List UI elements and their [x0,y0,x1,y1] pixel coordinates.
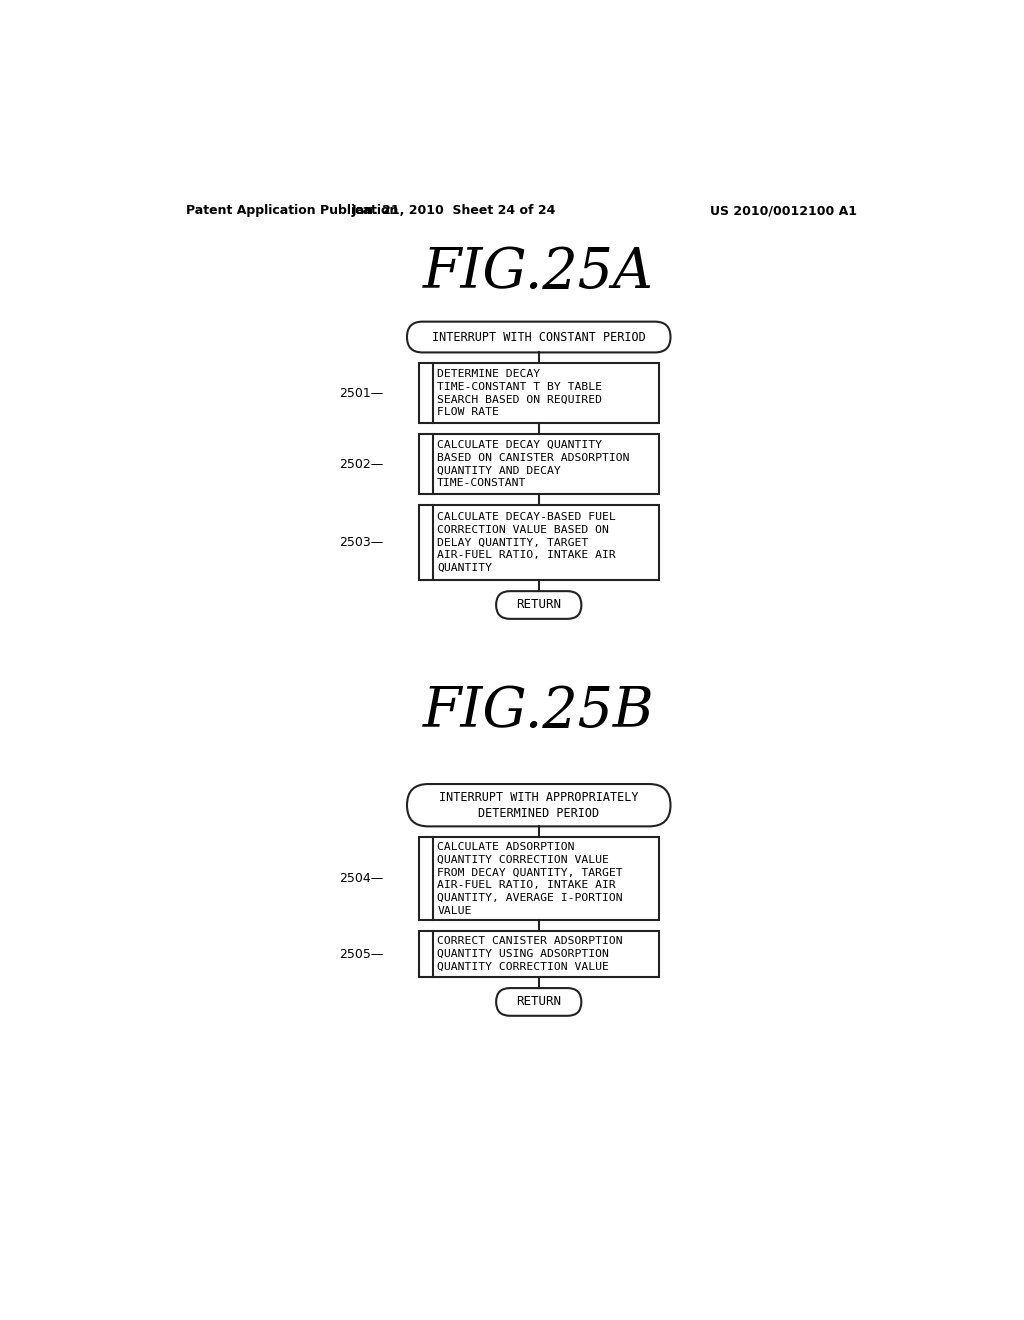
Text: RETURN: RETURN [516,995,561,1008]
Text: CALCULATE ADSORPTION
QUANTITY CORRECTION VALUE
FROM DECAY QUANTITY, TARGET
AIR-F: CALCULATE ADSORPTION QUANTITY CORRECTION… [437,842,623,916]
Text: Jan. 21, 2010  Sheet 24 of 24: Jan. 21, 2010 Sheet 24 of 24 [351,205,556,218]
Text: 2501—: 2501— [340,387,384,400]
Text: CALCULATE DECAY-BASED FUEL
CORRECTION VALUE BASED ON
DELAY QUANTITY, TARGET
AIR-: CALCULATE DECAY-BASED FUEL CORRECTION VA… [437,512,616,573]
Text: RETURN: RETURN [516,598,561,611]
Text: Patent Application Publication: Patent Application Publication [186,205,398,218]
Bar [419,931,658,977]
FancyBboxPatch shape [496,989,582,1016]
Text: INTERRUPT WITH CONSTANT PERIOD: INTERRUPT WITH CONSTANT PERIOD [432,330,645,343]
Bar [419,434,658,494]
Bar [419,506,658,581]
Text: 2505—: 2505— [339,948,384,961]
Text: 2504—: 2504— [340,873,384,886]
Text: 2502—: 2502— [340,458,384,471]
Text: FIG.25A: FIG.25A [423,246,654,300]
Text: 2503—: 2503— [340,536,384,549]
Text: CORRECT CANISTER ADSORPTION
QUANTITY USING ADSORPTION
QUANTITY CORRECTION VALUE: CORRECT CANISTER ADSORPTION QUANTITY USI… [437,936,623,972]
Text: DETERMINE DECAY
TIME-CONSTANT T BY TABLE
SEARCH BASED ON REQUIRED
FLOW RATE: DETERMINE DECAY TIME-CONSTANT T BY TABLE… [437,370,602,417]
Bar [419,837,658,920]
FancyBboxPatch shape [496,591,582,619]
FancyBboxPatch shape [407,784,671,826]
Text: US 2010/0012100 A1: US 2010/0012100 A1 [710,205,856,218]
FancyBboxPatch shape [407,322,671,352]
Text: FIG.25B: FIG.25B [423,684,654,739]
Bar [419,363,658,424]
Text: CALCULATE DECAY QUANTITY
BASED ON CANISTER ADSORPTION
QUANTITY AND DECAY
TIME-CO: CALCULATE DECAY QUANTITY BASED ON CANIST… [437,440,630,488]
Text: INTERRUPT WITH APPROPRIATELY
DETERMINED PERIOD: INTERRUPT WITH APPROPRIATELY DETERMINED … [439,791,639,820]
